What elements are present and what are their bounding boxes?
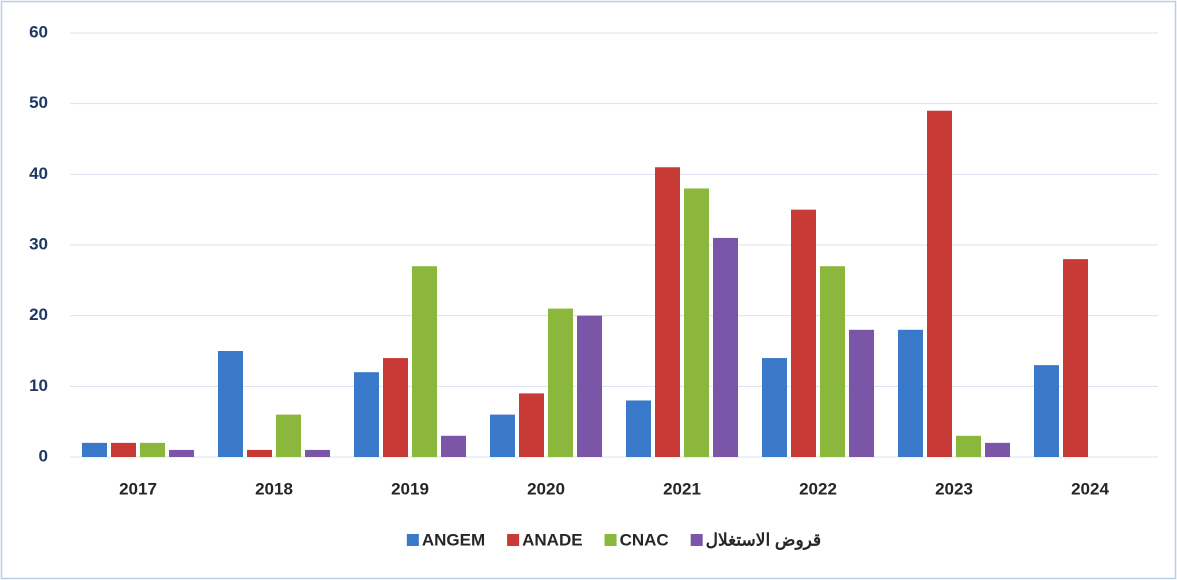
- y-tick-label: 60: [29, 22, 48, 41]
- bar: [1034, 365, 1059, 457]
- y-tick-label: 20: [29, 305, 48, 324]
- bar: [548, 308, 573, 457]
- x-tick-label: 2021: [663, 479, 701, 498]
- x-tick-label: 2024: [1071, 479, 1109, 498]
- bar: [626, 400, 651, 457]
- x-tick-label: 2017: [119, 479, 157, 498]
- y-tick-label: 30: [29, 234, 48, 253]
- x-tick-label: 2022: [799, 479, 837, 498]
- bar: [762, 358, 787, 457]
- bar: [927, 110, 952, 457]
- legend-swatch: [406, 534, 419, 546]
- bar: [441, 435, 466, 457]
- bar: [412, 266, 437, 457]
- bar: [985, 442, 1010, 457]
- y-tick-label: 40: [29, 164, 48, 183]
- bar: [383, 358, 408, 457]
- bar: [305, 449, 330, 457]
- legend-label: قروض الاستغلال: [706, 530, 821, 550]
- bar: [684, 188, 709, 457]
- bar: [849, 329, 874, 457]
- bar: [82, 442, 107, 457]
- bar: [247, 449, 272, 457]
- bar: [820, 266, 845, 457]
- x-tick-label: 2019: [391, 479, 429, 498]
- y-tick-label: 50: [29, 93, 48, 112]
- bar: [655, 167, 680, 457]
- bar: [490, 414, 515, 457]
- bar: [354, 372, 379, 457]
- bar: [276, 414, 301, 457]
- bar: [713, 237, 738, 457]
- bar: [169, 449, 194, 457]
- legend-label: ANADE: [522, 530, 582, 549]
- legend-label: CNAC: [620, 530, 669, 549]
- x-tick-label: 2018: [255, 479, 293, 498]
- x-tick-label: 2023: [935, 479, 973, 498]
- bar: [218, 351, 243, 457]
- bar: [1063, 259, 1088, 457]
- y-tick-label: 0: [39, 446, 48, 465]
- bar: [898, 329, 923, 457]
- x-tick-label: 2020: [527, 479, 565, 498]
- y-tick-label: 10: [29, 376, 48, 395]
- bar: [791, 209, 816, 457]
- legend-swatch: [507, 534, 520, 546]
- legend: ANGEM ANADE CNAC قروض الاستغلال: [406, 530, 821, 550]
- bar: [956, 435, 981, 457]
- bar: [140, 442, 165, 457]
- legend-swatch: [690, 534, 703, 546]
- legend-swatch: [604, 534, 617, 546]
- bar: [111, 442, 136, 457]
- bar: [577, 315, 602, 457]
- bar: [519, 393, 544, 457]
- legend-label: ANGEM: [422, 530, 485, 549]
